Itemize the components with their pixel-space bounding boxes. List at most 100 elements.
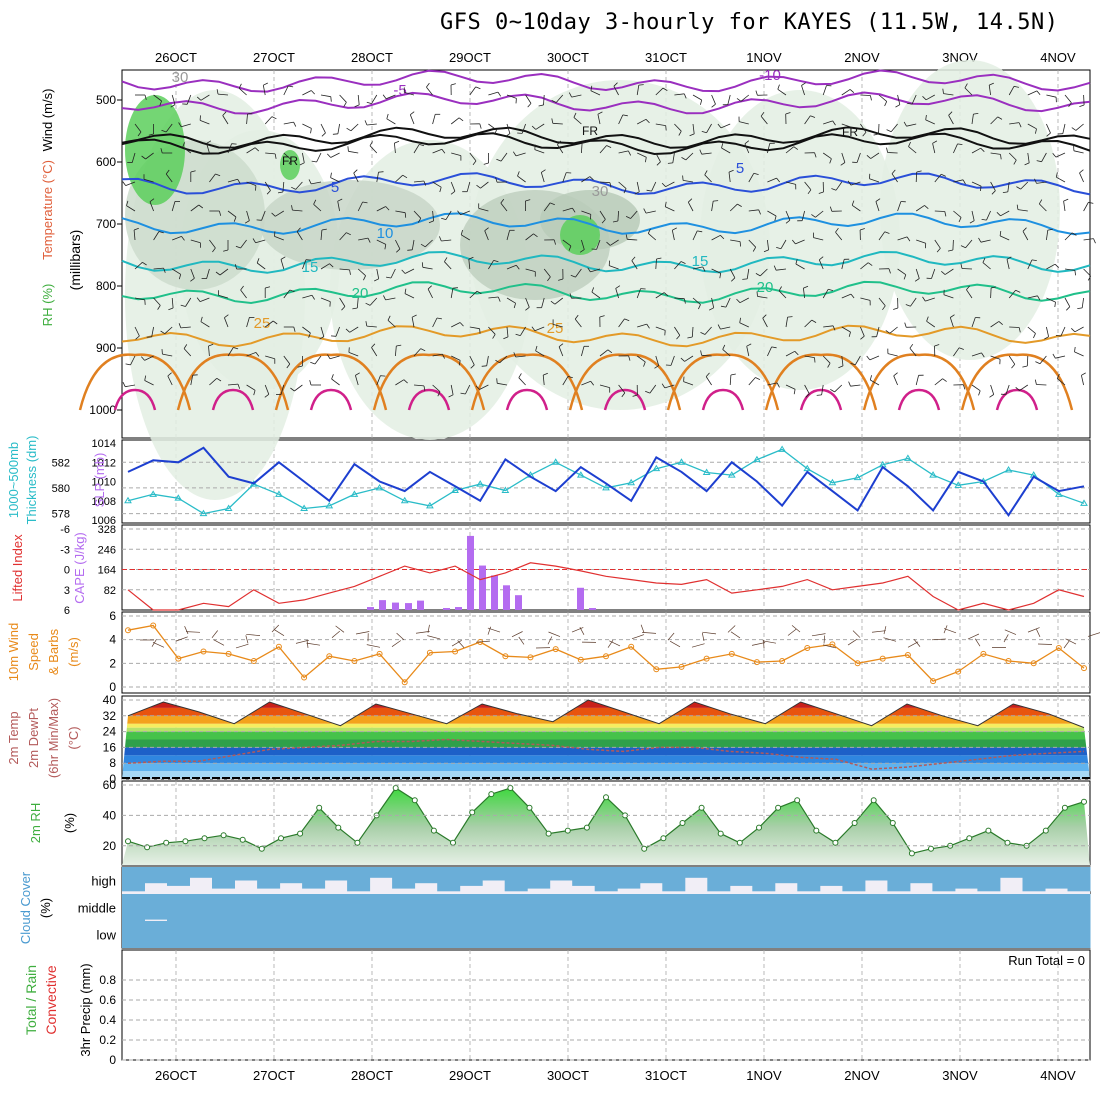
cloud-bar <box>234 894 258 921</box>
wind-barb <box>627 238 638 241</box>
cloud-bar <box>504 867 528 892</box>
wind-barb <box>760 115 768 125</box>
temperature-band <box>122 739 1090 748</box>
slp-tick-label: 1012 <box>92 457 116 469</box>
wind10-barb <box>631 634 645 640</box>
wind-barb-flag <box>1054 263 1059 268</box>
rh-point <box>717 830 724 837</box>
wind-barb-flag <box>568 92 572 98</box>
wind-barb-flag <box>280 256 286 260</box>
wind-barb-flag <box>848 331 851 337</box>
panel-frame <box>121 524 1091 611</box>
thickness-tick-label: 578 <box>52 509 70 521</box>
rh-point <box>220 832 227 839</box>
wind-speed-point <box>577 656 584 663</box>
wind-barb-flag <box>1035 361 1041 365</box>
wind-barb-flag <box>436 317 442 320</box>
rh-point <box>392 785 399 791</box>
wind-barb-flag <box>551 100 557 103</box>
wind-barb-flag <box>709 307 714 311</box>
wind-barb-flag <box>664 201 667 207</box>
rh-point <box>335 824 342 831</box>
wind10-barb <box>548 631 561 637</box>
thickness-point <box>375 483 384 491</box>
wind-barb <box>915 171 918 183</box>
cloud-bar <box>459 921 483 948</box>
wind-barb-flag <box>737 203 742 207</box>
wind-barb-flag <box>866 355 871 361</box>
rh-point <box>354 839 361 846</box>
wind-barb-flag <box>1081 372 1086 376</box>
isotherm <box>121 212 1091 236</box>
wind-barb-flag <box>579 249 585 253</box>
wind-tick-label: 4 <box>109 633 116 647</box>
cloud-bar <box>842 921 866 948</box>
wind-barb <box>591 291 601 299</box>
wind-barb-flag <box>746 343 752 347</box>
wind-barb <box>280 259 285 270</box>
wind-barb <box>581 346 585 357</box>
wind-barb <box>218 294 229 299</box>
wind-speed-point <box>678 663 685 670</box>
wind-barb <box>500 152 508 162</box>
wind-barb-flag <box>672 227 677 231</box>
wind-barb-flag <box>396 344 402 347</box>
wind-barb <box>413 210 422 219</box>
cloud-bar <box>684 894 708 921</box>
wind-barb-flag <box>763 249 769 253</box>
wind-barb-flag <box>847 180 852 186</box>
cloud-bar <box>527 867 551 889</box>
wind10-barb <box>306 642 321 646</box>
wind-barb <box>261 210 266 221</box>
cape-bar <box>515 595 522 610</box>
wind-speed-point <box>326 653 333 660</box>
wind-barb <box>469 86 477 96</box>
bottom-date-axis: 26OCT 27OCT 28OCT 29OCT 30OCT 31OCT 1NOV 2NOV 3N… <box>155 1068 1076 1083</box>
cloud-bar <box>1045 894 1068 921</box>
wind10-barb <box>186 631 201 633</box>
temperature-color-bands <box>122 700 1090 779</box>
cloud-bar <box>594 921 618 948</box>
wind-barb <box>222 115 229 125</box>
wind-barb <box>704 174 712 183</box>
bottom-date-label: 4NOV <box>1040 1068 1076 1083</box>
cloud-bar <box>932 894 956 921</box>
wind-barb-flag <box>699 149 703 155</box>
rh-tick-label: 40 <box>103 808 117 822</box>
wind-barb <box>1060 326 1066 337</box>
wind-speed-point <box>502 653 509 660</box>
wind10-barb <box>822 644 837 649</box>
wind-barb-flag <box>870 95 872 101</box>
wind10-barb <box>607 640 614 648</box>
wind-barb-flag <box>551 118 554 124</box>
wind-barb-flag <box>452 287 458 289</box>
wind-barb-flag <box>439 187 442 193</box>
wind-barb <box>552 324 563 328</box>
rh-point <box>125 838 131 845</box>
wind-barb <box>599 145 607 154</box>
wind-barb-flag <box>860 335 865 340</box>
wind-barb <box>432 148 443 154</box>
contour-label: 25 <box>547 320 564 337</box>
isotherm-30 <box>470 353 584 411</box>
isotherm-30 <box>372 353 486 411</box>
wind10-barb <box>306 639 309 648</box>
rh-point <box>698 804 705 811</box>
wind-barb-flag <box>448 394 454 398</box>
wind-barb-flag <box>621 392 626 398</box>
thickness-point <box>904 454 912 461</box>
wind10-barb <box>271 624 280 633</box>
wind-barb-flag <box>944 211 947 217</box>
cloud-bar <box>819 867 843 886</box>
cloud-bar <box>774 867 798 884</box>
wind-barb <box>767 346 772 357</box>
wind-barb <box>1046 263 1056 270</box>
thickness-point <box>576 471 585 478</box>
cloud-bar <box>954 894 978 921</box>
wind-barb <box>746 346 750 357</box>
wind-barb <box>891 173 898 183</box>
chart-title: GFS 0~10day 3-hourly for KAYES (11.5W, 1… <box>440 10 1059 35</box>
wind-barb-flag <box>1000 154 1002 160</box>
wind-barb <box>744 143 750 154</box>
